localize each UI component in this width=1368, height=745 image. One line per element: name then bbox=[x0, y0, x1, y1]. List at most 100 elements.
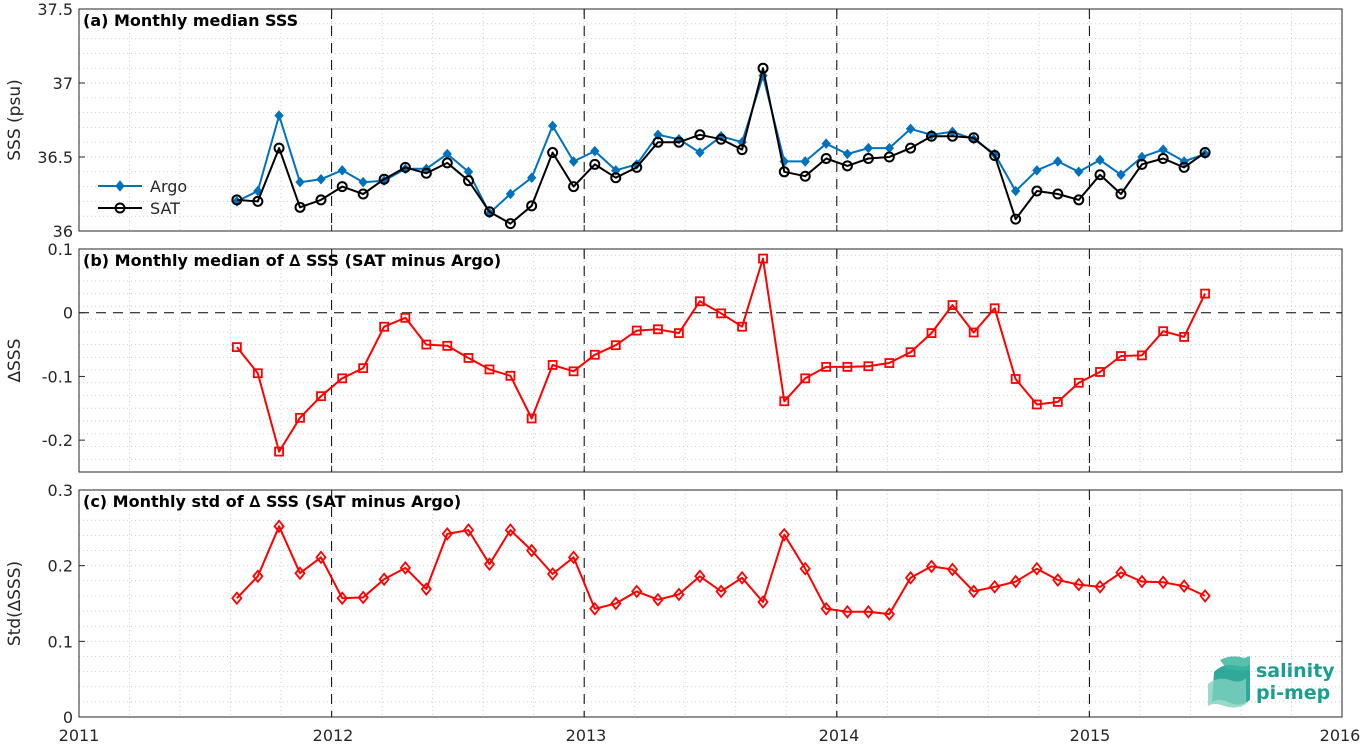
data-point bbox=[1116, 351, 1126, 361]
wave-icon bbox=[1208, 656, 1250, 708]
legend-argo-marker bbox=[115, 180, 125, 192]
panel-c: 0 0.1 0.2 0.3 Std(∆SSS) (c) Monthly std of ∆ … bbox=[5, 481, 1343, 727]
data-point bbox=[610, 340, 621, 351]
data-point bbox=[316, 173, 326, 185]
data-point bbox=[399, 161, 411, 173]
data-point bbox=[1052, 397, 1063, 407]
data-point bbox=[1094, 579, 1106, 594]
series-delta bbox=[231, 253, 1210, 457]
data-point bbox=[336, 181, 348, 193]
data-point bbox=[378, 173, 390, 185]
data-point bbox=[652, 136, 664, 148]
legend-argo-label: Argo bbox=[150, 177, 187, 196]
data-point bbox=[989, 579, 1001, 594]
data-point bbox=[505, 188, 516, 200]
data-point bbox=[883, 151, 895, 163]
data-point bbox=[504, 218, 516, 230]
data-point bbox=[653, 324, 663, 335]
data-point bbox=[568, 156, 579, 167]
data-point bbox=[252, 569, 264, 584]
data-point bbox=[779, 396, 790, 407]
x-tick-labels: 2011 2012 2013 2014 2015 2016 bbox=[59, 726, 1361, 745]
data-point bbox=[799, 170, 811, 182]
y-tick-label: 37 bbox=[53, 74, 73, 93]
data-point bbox=[483, 557, 496, 572]
data-point bbox=[315, 550, 327, 565]
data-point bbox=[231, 194, 243, 206]
data-point bbox=[883, 607, 896, 622]
logo-line1: salinity bbox=[1256, 660, 1335, 682]
data-point bbox=[1199, 147, 1211, 159]
data-point bbox=[758, 253, 768, 264]
data-point bbox=[673, 587, 685, 602]
data-point bbox=[674, 328, 684, 339]
data-point bbox=[568, 181, 580, 193]
data-point bbox=[736, 570, 748, 585]
data-point bbox=[800, 156, 810, 167]
data-point bbox=[1073, 577, 1085, 592]
data-point bbox=[820, 152, 832, 164]
data-point bbox=[1137, 151, 1147, 163]
data-point bbox=[778, 527, 790, 542]
data-point bbox=[294, 566, 306, 581]
data-point bbox=[1009, 574, 1022, 589]
data-point bbox=[1158, 326, 1169, 337]
data-point bbox=[273, 519, 285, 534]
data-point bbox=[568, 366, 579, 377]
data-point bbox=[274, 110, 284, 121]
data-point bbox=[463, 353, 474, 363]
data-point bbox=[337, 165, 347, 176]
data-point bbox=[1157, 152, 1169, 164]
data-point bbox=[694, 296, 705, 307]
data-point bbox=[694, 569, 706, 584]
data-point bbox=[925, 559, 938, 574]
data-point bbox=[1073, 377, 1084, 388]
y-tick-label: -0.2 bbox=[42, 431, 73, 450]
data-point bbox=[253, 185, 263, 197]
data-point bbox=[462, 523, 475, 538]
y-axis-label: Std(∆SSS) bbox=[5, 561, 25, 646]
data-point bbox=[757, 595, 769, 609]
data-point bbox=[842, 148, 853, 160]
data-point bbox=[547, 147, 559, 159]
data-point bbox=[1115, 188, 1127, 200]
y-tick-label: 0.1 bbox=[48, 240, 73, 259]
y-tick-label: 36.5 bbox=[37, 148, 73, 167]
panel-title: (a) Monthly median SSS bbox=[83, 11, 298, 30]
panel-title: (b) Monthly median of ∆ SSS (SAT minus A… bbox=[83, 251, 501, 270]
data-point bbox=[1052, 188, 1064, 200]
series-line bbox=[236, 257, 1206, 453]
data-point bbox=[737, 321, 747, 332]
y-tick-label: 0.2 bbox=[48, 557, 73, 576]
data-point bbox=[295, 412, 305, 423]
data-point bbox=[631, 325, 642, 336]
data-point bbox=[841, 160, 853, 172]
logo-line2: pi-mep bbox=[1256, 682, 1330, 704]
data-point bbox=[420, 582, 432, 597]
y-tick-label: -0.1 bbox=[42, 367, 73, 386]
y-axis-label: ∆SSS bbox=[5, 339, 25, 384]
data-point bbox=[757, 62, 769, 74]
axes-box bbox=[78, 248, 1343, 473]
data-point bbox=[673, 136, 685, 148]
data-point bbox=[842, 361, 853, 372]
data-point bbox=[715, 584, 727, 599]
data-point bbox=[1157, 575, 1169, 590]
panel-b: -0.2 -0.1 0 0.1 ∆SSS (b) Monthly median of ∆ … bbox=[5, 240, 1343, 473]
data-point bbox=[526, 200, 538, 212]
axes-box bbox=[78, 8, 1343, 232]
data-point bbox=[1116, 169, 1126, 181]
data-point bbox=[442, 340, 453, 351]
data-point bbox=[231, 591, 243, 606]
x-tick-2012: 2012 bbox=[313, 726, 354, 745]
data-point bbox=[504, 523, 517, 538]
data-point bbox=[610, 172, 622, 184]
data-point bbox=[252, 368, 263, 379]
data-point bbox=[610, 596, 622, 611]
data-point bbox=[1178, 579, 1190, 594]
data-point bbox=[1052, 573, 1064, 587]
data-point bbox=[1200, 288, 1210, 299]
y-tick-label: 0.1 bbox=[48, 632, 73, 651]
y-tick-label: 37.5 bbox=[37, 0, 73, 19]
data-point bbox=[252, 195, 264, 207]
